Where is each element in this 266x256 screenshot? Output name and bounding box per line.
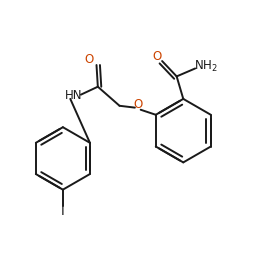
Text: O: O (133, 98, 142, 111)
Text: O: O (85, 53, 94, 66)
Text: O: O (153, 50, 162, 63)
Text: NH$_2$: NH$_2$ (194, 59, 218, 74)
Text: HN: HN (65, 89, 82, 102)
Text: I: I (61, 205, 65, 218)
